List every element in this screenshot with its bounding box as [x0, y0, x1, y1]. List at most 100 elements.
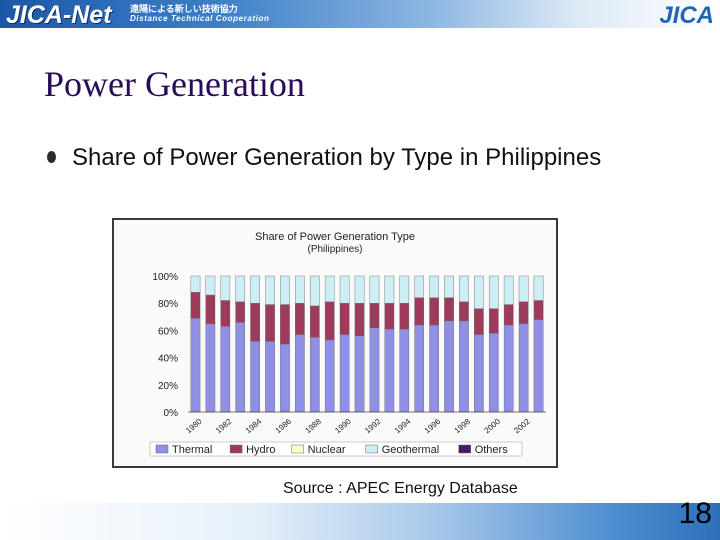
bar-segment-thermal [518, 323, 529, 413]
jica-net-logo: JICA-Net [6, 1, 112, 29]
bar-segment-thermal [250, 341, 260, 413]
x-tick-label: 1984 [244, 417, 264, 436]
power-share-chart: Share of Power Generation Type (Philippi… [149, 231, 546, 457]
bar-segment-geothermal [429, 275, 439, 298]
bar-segment-hydro [384, 302, 395, 330]
legend-swatch-others [458, 444, 471, 454]
bar-segment-geothermal [309, 275, 320, 307]
bar-segment-thermal [399, 328, 410, 413]
bar-segment-geothermal [339, 275, 350, 304]
bar-segment-geothermal [518, 275, 529, 303]
bar-segment-geothermal [503, 275, 514, 305]
bar-segment-geothermal [384, 275, 395, 304]
bar-segment-thermal [369, 327, 380, 413]
chart-frame: Share of Power Generation Type (Philippi… [112, 218, 558, 468]
legend-swatch-geothermal [365, 444, 378, 454]
y-tick-label: 60% [158, 326, 178, 337]
bar-segment-hydro [488, 308, 499, 334]
legend-swatch-hydro [229, 444, 243, 454]
legend-label-nuclear: Nuclear [308, 444, 346, 456]
chart-legend: Thermal Hydro Nuclear Geothermal Others [149, 441, 523, 457]
bar-segment-hydro [295, 302, 305, 335]
bar-segment-thermal [280, 343, 290, 413]
bar-segment-thermal [474, 334, 484, 413]
bar-segment-hydro [444, 297, 454, 322]
logo-japanese-tagline: 遠隔による新しい技術協力 [130, 5, 238, 15]
bar-segment-thermal [354, 335, 365, 413]
bar-segment-geothermal [474, 275, 484, 309]
legend-swatch-nuclear [291, 444, 304, 454]
bar-segment-thermal [190, 317, 201, 413]
bar-segment-geothermal [488, 275, 499, 309]
bar-segment-thermal [459, 320, 469, 413]
bar-segment-thermal [295, 334, 305, 413]
header-banner: JICA-Net 遠隔による新しい技術協力 Distance Technical… [0, 0, 720, 29]
x-tick-label: 1990 [333, 417, 353, 436]
bar-segment-hydro [503, 304, 514, 326]
bar-segment-geothermal [295, 275, 305, 304]
jica-brand-logo: JICA [659, 2, 714, 29]
bar-segment-thermal [339, 334, 350, 413]
legend-swatch-thermal [155, 444, 169, 454]
bar-segment-hydro [250, 302, 260, 342]
bar-segment-thermal [503, 324, 514, 413]
bar-segment-geothermal [265, 275, 275, 305]
bar-segment-geothermal [444, 275, 454, 298]
x-tick-label: 1982 [214, 417, 234, 436]
logo-subtitle: Distance Technical Cooperation [130, 14, 270, 23]
bar-segment-hydro [339, 302, 350, 335]
bar-segment-hydro [235, 301, 246, 323]
bar-segment-hydro [205, 294, 216, 324]
bar-segment-hydro [324, 301, 335, 341]
bar-segment-hydro [429, 297, 439, 326]
y-tick-label: 80% [158, 299, 178, 310]
bar-segment-geothermal [459, 275, 469, 303]
bar-segment-thermal [429, 324, 439, 413]
x-tick-label: 1994 [393, 417, 413, 436]
bar-segment-geothermal [369, 275, 380, 304]
bar-segment-geothermal [220, 275, 231, 301]
x-tick-label: 1988 [303, 417, 323, 436]
bar-segment-thermal [384, 328, 395, 413]
bar-segment-hydro [518, 301, 529, 324]
x-tick-label: 1996 [423, 417, 443, 436]
bar-segment-hydro [459, 301, 469, 322]
bar-segment-hydro [190, 292, 201, 319]
bar-segment-thermal [533, 319, 544, 413]
bullet-icon [47, 151, 56, 163]
bar-segment-geothermal [250, 275, 260, 304]
x-tick-label: 1980 [184, 417, 204, 436]
bar-segment-hydro [369, 302, 380, 328]
source-caption: Source : APEC Energy Database [283, 480, 518, 497]
bar-segment-geothermal [324, 275, 335, 303]
bar-segment-thermal [414, 324, 425, 413]
x-tick-label: 2000 [482, 417, 502, 436]
bar-segment-thermal [235, 322, 246, 413]
bar-segment-geothermal [205, 275, 216, 296]
bar-segment-thermal [265, 341, 275, 413]
bar-segment-geothermal [399, 275, 410, 304]
bar-segment-hydro [354, 302, 365, 337]
page-number: 18 [678, 497, 712, 530]
x-tick-label: 1998 [453, 417, 473, 436]
legend-label-geothermal: Geothermal [382, 444, 439, 456]
legend-label-others: Others [475, 444, 509, 456]
chart-subtitle: (Philippines) [307, 244, 362, 255]
bar-segment-hydro [474, 308, 484, 335]
plot-area: 0% 20% 40% 60% 80% 100% 1980 1982 1984 1986 1988 19… [149, 272, 546, 457]
bar-segment-geothermal [354, 275, 365, 304]
bar-segment-thermal [220, 326, 231, 413]
chart-title: Share of Power Generation Type [255, 231, 415, 243]
bar-segment-thermal [205, 323, 216, 413]
bar-segment-thermal [309, 336, 320, 413]
x-tick-label: 2002 [512, 417, 532, 436]
bar-segment-thermal [444, 320, 454, 413]
bar-segment-geothermal [414, 275, 425, 298]
y-tick-label: 40% [158, 354, 178, 365]
y-tick-label: 20% [158, 381, 178, 392]
x-tick-label: 1986 [274, 417, 294, 436]
bar-segment-hydro [265, 304, 275, 342]
bar-segment-hydro [533, 300, 544, 320]
bar-segment-hydro [414, 297, 425, 326]
bar-segment-thermal [324, 339, 335, 413]
